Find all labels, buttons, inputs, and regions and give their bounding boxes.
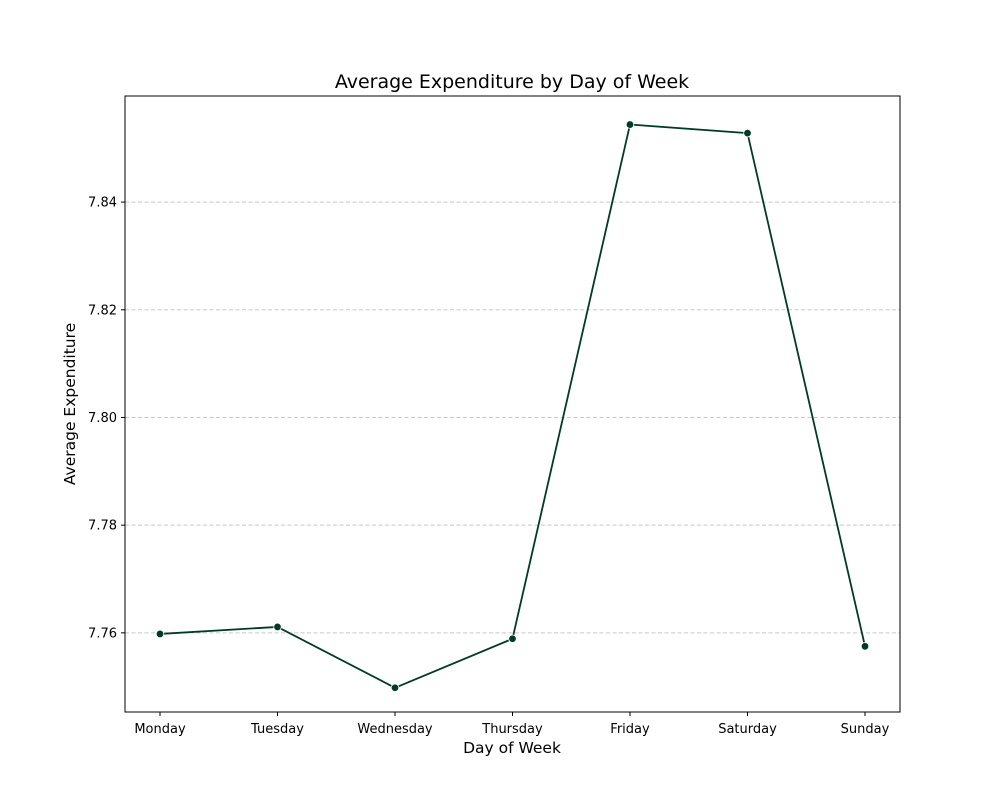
data-point — [743, 128, 752, 138]
series-layer — [155, 120, 870, 692]
x-tick-label: Monday — [134, 722, 186, 737]
data-point — [508, 634, 517, 643]
y-tick-label: 7.80 — [88, 411, 117, 426]
x-tick-label: Tuesday — [250, 722, 304, 737]
x-tick-label: Sunday — [841, 722, 890, 737]
y-tick-label: 7.78 — [88, 519, 117, 534]
y-axis-title: Average Expenditure — [61, 323, 79, 485]
y-tick-label: 7.84 — [88, 196, 117, 211]
gridlines — [125, 201, 900, 634]
data-point — [625, 120, 635, 129]
x-axis-title: Day of Week — [463, 739, 561, 757]
data-point — [390, 683, 400, 692]
y-tick-label: 7.76 — [88, 626, 117, 641]
x-axis-ticks: Monday Tuesday Wednesday Thursday Friday Satu… — [134, 712, 890, 737]
x-tick-label: Wednesday — [357, 722, 433, 737]
x-tick-label: Thursday — [481, 722, 543, 737]
series-line — [159, 123, 866, 689]
data-point — [155, 629, 165, 639]
x-tick-label: Friday — [610, 722, 650, 737]
data-point — [273, 622, 282, 632]
chart-title: Average Expenditure by Day of Week — [335, 71, 689, 93]
y-axis-ticks: 7.76 7.78 7.80 7.82 7.84 — [88, 196, 125, 641]
x-tick-label: Saturday — [718, 722, 777, 737]
data-point — [860, 642, 870, 651]
plot-area-frame — [124, 95, 901, 713]
y-tick-label: 7.82 — [88, 303, 117, 318]
